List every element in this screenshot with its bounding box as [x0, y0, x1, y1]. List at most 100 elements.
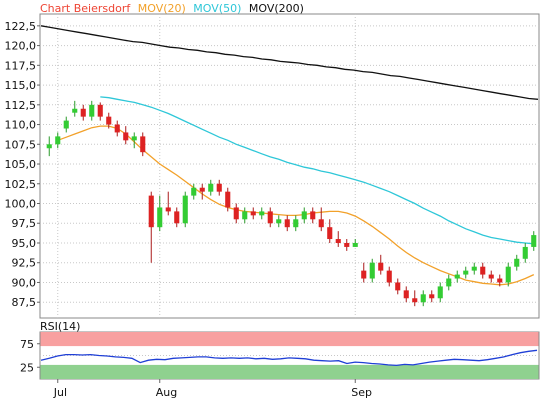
candle	[369, 258, 375, 283]
y-tick-label: 95,0	[12, 237, 37, 250]
candle-body	[267, 211, 273, 224]
candle-body	[106, 116, 112, 125]
candle-body	[361, 270, 367, 279]
candle	[361, 262, 367, 283]
candle-body	[259, 211, 265, 216]
candle-body	[446, 278, 452, 287]
candle-body	[284, 219, 290, 228]
candle-body	[480, 266, 486, 275]
candle	[488, 270, 494, 283]
candle	[531, 231, 537, 251]
candle-body	[140, 136, 146, 153]
candle-body	[344, 242, 350, 247]
candle-body	[403, 290, 409, 299]
candle-body	[208, 183, 214, 192]
candle-body	[233, 207, 239, 220]
candle-body	[80, 108, 86, 117]
candle-body	[386, 270, 392, 283]
candle	[276, 215, 282, 228]
candle	[191, 183, 197, 200]
candle-body	[63, 120, 69, 129]
candles	[46, 100, 537, 307]
candle	[471, 262, 477, 275]
candle-body	[191, 187, 197, 196]
candle	[131, 132, 137, 149]
candle-body	[454, 274, 460, 279]
rsi-overbought-band	[40, 332, 539, 347]
candle-body	[89, 104, 95, 117]
candle	[106, 112, 112, 129]
candle	[420, 290, 426, 307]
candle-body	[199, 187, 205, 192]
candle-body	[497, 278, 503, 283]
y-tick-label: 107,5	[5, 138, 37, 151]
candle-body	[463, 270, 469, 275]
candle	[454, 270, 460, 283]
candle-body	[488, 274, 494, 279]
candle	[80, 104, 86, 121]
candle	[123, 126, 129, 145]
legend-ma20: MOV(20)	[138, 2, 186, 15]
candle-body	[327, 227, 333, 240]
candle	[174, 207, 180, 228]
rsi-tick-label: 25	[20, 361, 34, 374]
candle-body	[123, 132, 129, 141]
candle-body	[276, 219, 282, 224]
candle	[412, 290, 418, 307]
candle-body	[335, 239, 341, 243]
ma50-line	[100, 96, 534, 245]
candle	[55, 132, 61, 149]
candle-body	[148, 195, 154, 228]
candle-body	[395, 282, 401, 291]
candle	[352, 239, 358, 247]
y-tick-label: 115,0	[5, 79, 37, 92]
candle	[259, 207, 265, 220]
chart-title: Chart Beiersdorf	[40, 2, 131, 15]
y-tick-label: 102,5	[5, 178, 37, 191]
candle	[182, 191, 188, 228]
candle-body	[114, 124, 120, 133]
candle-body	[318, 219, 324, 228]
candle-body	[225, 191, 231, 208]
y-tick-label: 97,5	[12, 217, 37, 230]
y-tick-label: 122,5	[5, 20, 37, 33]
candle-body	[437, 286, 443, 299]
y-tick-label: 87,5	[12, 296, 37, 309]
candle	[514, 254, 520, 271]
y-tick-label: 105,0	[5, 158, 37, 171]
candle	[505, 262, 511, 287]
rsi-line	[40, 349, 538, 367]
candle-body	[131, 136, 137, 141]
candle	[225, 187, 231, 212]
candle-body	[157, 207, 163, 228]
candle-body	[412, 298, 418, 303]
legend-ma50: MOV(50)	[193, 2, 241, 15]
candle	[344, 239, 350, 251]
candle	[148, 191, 154, 263]
candle	[208, 179, 214, 196]
candle-body	[216, 183, 222, 192]
candle	[165, 191, 171, 216]
candle	[293, 215, 299, 232]
y-tick-label: 100,0	[5, 198, 37, 211]
y-tick-label: 110,0	[5, 119, 37, 132]
x-axis: JulAugSepOkt	[53, 379, 372, 399]
y-tick-label: 117,5	[5, 59, 37, 72]
candle-body	[531, 235, 537, 247]
candle	[199, 183, 205, 200]
candle	[310, 207, 316, 224]
candle-body	[310, 211, 316, 220]
candle	[63, 116, 69, 133]
candle	[284, 215, 290, 232]
y-tick-label: 92,5	[12, 257, 37, 270]
candle-body	[97, 104, 103, 117]
candle	[72, 100, 78, 117]
candle	[46, 136, 52, 157]
candle-body	[420, 294, 426, 303]
candle-body	[242, 211, 248, 220]
rsi-tick-label: 75	[20, 338, 34, 351]
candle	[216, 179, 222, 196]
candle	[386, 266, 392, 287]
